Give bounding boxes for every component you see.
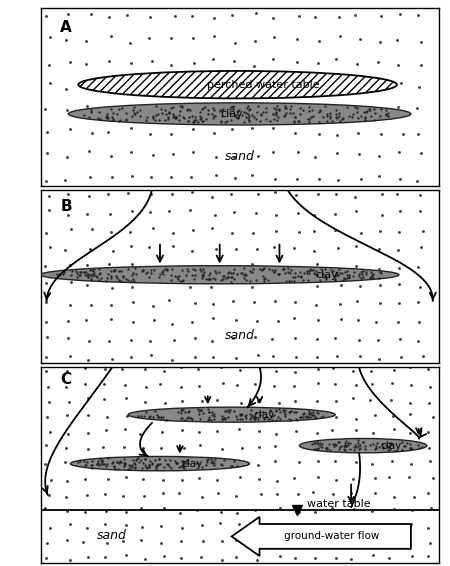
Text: water table: water table [307, 499, 371, 509]
Text: ground-water flow: ground-water flow [284, 531, 379, 542]
Text: sand: sand [97, 529, 127, 542]
Text: B: B [60, 199, 72, 215]
Text: perched water table: perched water table [207, 80, 320, 89]
Text: clay: clay [220, 109, 243, 119]
Ellipse shape [68, 103, 411, 125]
Text: sand: sand [225, 151, 255, 164]
Text: clay: clay [253, 410, 274, 419]
Polygon shape [232, 517, 411, 556]
Text: C: C [60, 372, 72, 387]
Text: clay: clay [181, 458, 203, 469]
Text: clay: clay [380, 441, 401, 451]
Ellipse shape [70, 456, 250, 471]
Text: A: A [60, 20, 72, 35]
Text: sand: sand [225, 329, 255, 342]
Ellipse shape [40, 265, 399, 284]
Ellipse shape [299, 439, 427, 453]
Ellipse shape [78, 71, 397, 98]
Text: clay: clay [316, 270, 338, 280]
Ellipse shape [128, 407, 335, 422]
